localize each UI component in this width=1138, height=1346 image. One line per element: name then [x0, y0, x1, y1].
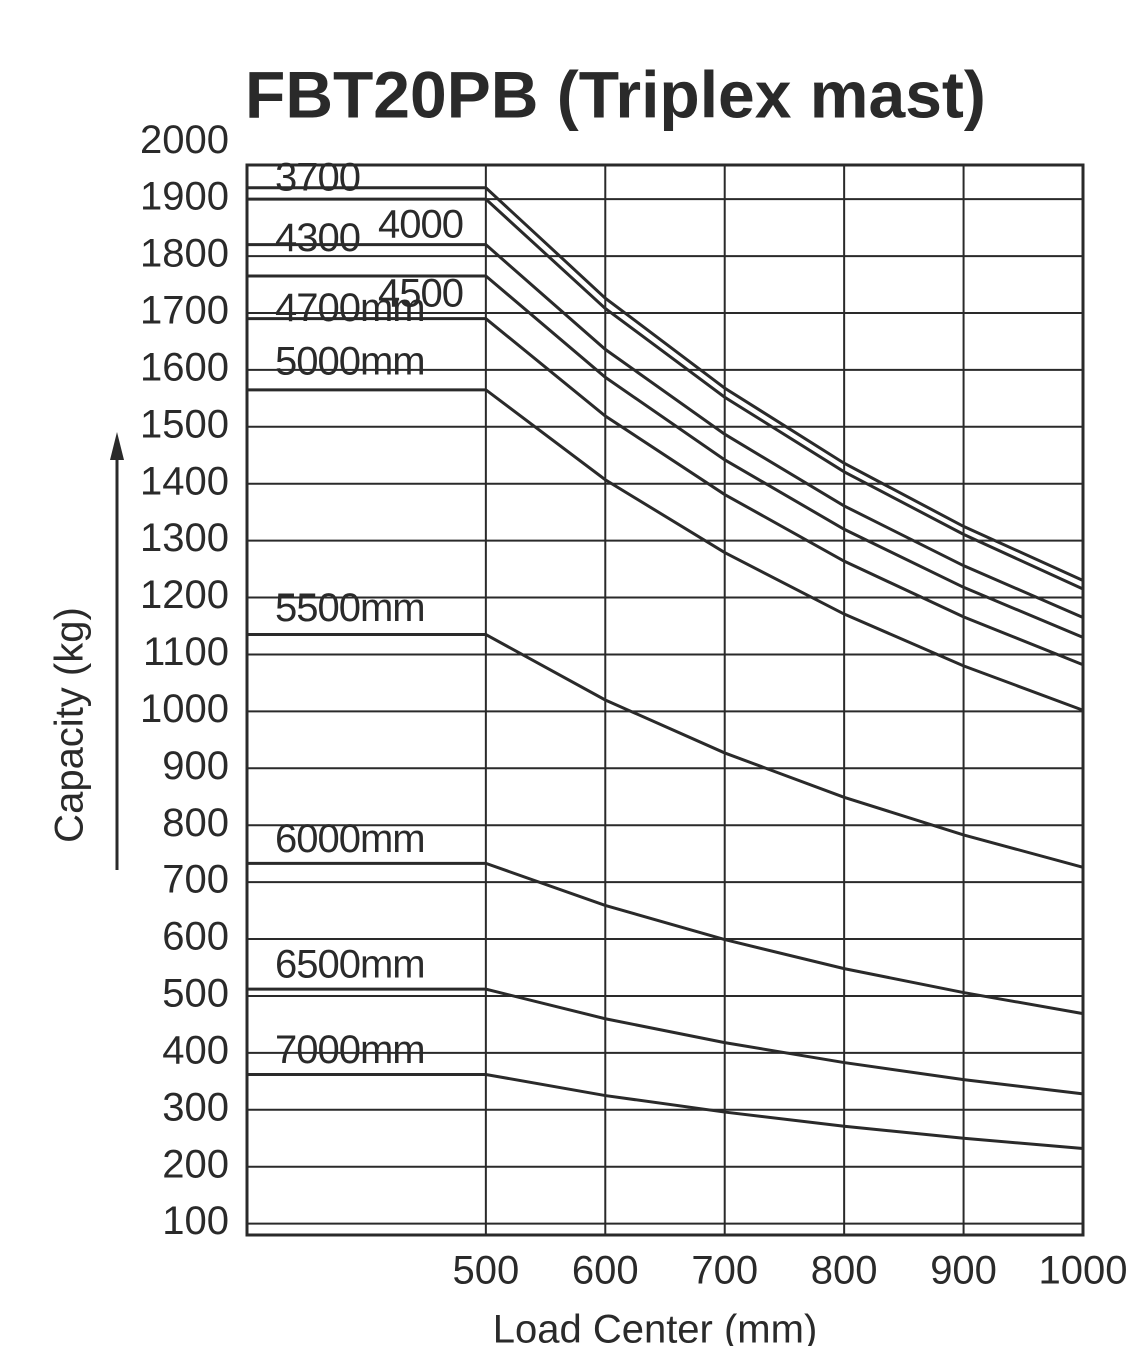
series-label: 4000 [378, 203, 463, 247]
y-tick-label: 2000 [140, 118, 229, 162]
y-tick-label: 1800 [140, 232, 229, 276]
series-line [247, 861, 1084, 1016]
series-label: 4500 [378, 272, 463, 316]
y-tick-label: 1300 [140, 516, 229, 560]
plot-frame [245, 163, 1085, 1237]
y-tick-label: 1000 [140, 687, 229, 731]
series-line [247, 243, 1084, 619]
y-tick-label: 600 [162, 915, 229, 959]
series-line [247, 633, 1084, 869]
x-tick-label: 700 [691, 1249, 758, 1293]
x-tick-label: 600 [572, 1249, 639, 1293]
y-tick-label: 100 [162, 1199, 229, 1243]
series-label: 4700mm [275, 286, 425, 330]
y-tick-label: 1700 [140, 289, 229, 333]
series-line [247, 317, 1084, 667]
series-label: 4300 [275, 216, 360, 260]
x-tick-label: 900 [930, 1249, 997, 1293]
x-tick-label: 800 [811, 1249, 878, 1293]
x-tick-label: 500 [452, 1249, 519, 1293]
series-line [247, 388, 1084, 712]
y-tick-label: 1900 [140, 175, 229, 219]
x-tick-label: 1000 [1039, 1249, 1128, 1293]
y-tick-label: 900 [162, 744, 229, 788]
y-tick-label: 1400 [140, 459, 229, 503]
series-line [247, 987, 1084, 1096]
y-tick-label: 500 [162, 972, 229, 1016]
y-tick-label: 1500 [140, 402, 229, 446]
y-tick-label: 200 [162, 1142, 229, 1186]
y-tick-label: 300 [162, 1085, 229, 1129]
series-line [247, 274, 1084, 639]
y-axis-arrowhead [110, 432, 124, 460]
y-tick-label: 400 [162, 1028, 229, 1072]
x-axis-label: Load Center (mm) [493, 1308, 818, 1346]
y-tick-label: 1200 [140, 573, 229, 617]
series-label: 6000mm [275, 817, 425, 861]
series-line [247, 1073, 1084, 1150]
chart-title: FBT20PB (Triplex mast) [245, 57, 986, 131]
y-tick-label: 1100 [143, 630, 229, 674]
y-tick-label: 700 [162, 858, 229, 902]
series-label: 6500mm [275, 943, 425, 987]
series-label: 7000mm [275, 1028, 425, 1072]
series-line [247, 186, 1084, 582]
series-label: 5000mm [275, 339, 425, 383]
series-label: 5500mm [275, 586, 425, 630]
series-line [247, 197, 1084, 591]
y-axis-label: Capacity (kg) [48, 607, 92, 843]
y-tick-label: 1600 [140, 345, 229, 389]
y-tick-label: 800 [162, 801, 229, 845]
series-label: 3700 [275, 155, 360, 199]
